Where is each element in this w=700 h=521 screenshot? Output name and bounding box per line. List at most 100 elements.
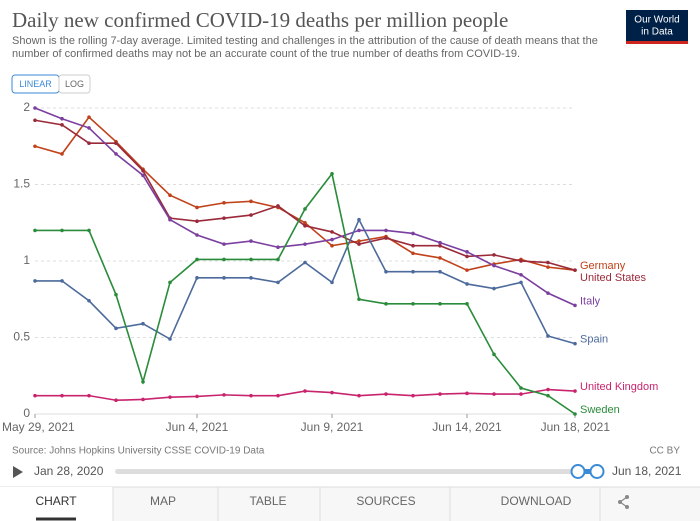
data-point bbox=[465, 282, 469, 286]
data-point bbox=[303, 207, 307, 211]
data-point bbox=[438, 256, 442, 260]
data-point bbox=[384, 302, 388, 306]
data-point bbox=[330, 243, 334, 248]
data-point bbox=[168, 193, 172, 198]
data-point bbox=[276, 393, 280, 398]
timeline-handle[interactable] bbox=[570, 464, 586, 479]
series-label: Spain bbox=[580, 334, 608, 346]
data-point bbox=[465, 302, 469, 306]
data-point bbox=[141, 380, 145, 384]
y-tick-label: 2 bbox=[23, 100, 30, 114]
data-point bbox=[222, 242, 226, 246]
y-tick-label: 0 bbox=[23, 406, 30, 420]
data-point bbox=[438, 240, 442, 245]
tab-table[interactable]: TABLE bbox=[249, 494, 286, 508]
data-point bbox=[384, 236, 388, 240]
y-tick-label: 0.5 bbox=[13, 330, 30, 344]
log-button[interactable] bbox=[58, 74, 91, 94]
data-point bbox=[195, 394, 199, 399]
data-point bbox=[276, 280, 280, 285]
data-point bbox=[87, 298, 91, 303]
tab-map[interactable]: MAP bbox=[150, 494, 176, 508]
data-point bbox=[60, 279, 64, 283]
data-point bbox=[114, 326, 118, 331]
data-point bbox=[411, 243, 415, 248]
data-point bbox=[330, 390, 334, 395]
data-point bbox=[573, 268, 577, 272]
timeline-handle[interactable] bbox=[589, 464, 605, 479]
data-point bbox=[492, 352, 496, 357]
data-point bbox=[303, 389, 307, 393]
data-point bbox=[492, 286, 496, 291]
data-point bbox=[276, 257, 280, 262]
data-point bbox=[492, 392, 496, 396]
series-label: Germany bbox=[580, 260, 626, 272]
data-point bbox=[222, 201, 226, 205]
data-point bbox=[33, 144, 37, 149]
subtitle: number of confirmed deaths may not be an… bbox=[12, 48, 520, 60]
data-point bbox=[546, 387, 550, 392]
data-point bbox=[33, 228, 37, 233]
data-point bbox=[60, 116, 64, 121]
data-point bbox=[222, 257, 226, 262]
data-point bbox=[411, 302, 415, 306]
tab-sources[interactable]: SOURCES bbox=[356, 494, 415, 508]
data-point bbox=[141, 321, 145, 326]
data-point bbox=[492, 253, 496, 257]
data-point bbox=[465, 254, 469, 259]
x-tick-label: Jun 18, 2021 bbox=[541, 420, 611, 434]
data-point bbox=[330, 230, 334, 234]
series-label: Sweden bbox=[580, 404, 620, 416]
data-point bbox=[357, 217, 361, 222]
data-point bbox=[411, 251, 415, 256]
series-line bbox=[34, 107, 576, 307]
data-point bbox=[357, 297, 361, 302]
data-point bbox=[303, 220, 307, 225]
data-point bbox=[303, 260, 307, 265]
subtitle: Shown is the rolling 7-day average. Limi… bbox=[12, 35, 598, 47]
data-point bbox=[357, 239, 361, 243]
data-point bbox=[330, 171, 334, 176]
data-point bbox=[465, 268, 469, 272]
data-point bbox=[33, 118, 37, 123]
timeline-range bbox=[578, 469, 597, 474]
data-point bbox=[87, 126, 91, 130]
log-label: LOG bbox=[65, 79, 84, 89]
data-point bbox=[411, 393, 415, 398]
timeline-start: Jan 28, 2020 bbox=[34, 464, 104, 478]
data-point bbox=[330, 237, 334, 242]
logo-text: in Data bbox=[641, 27, 673, 38]
data-point bbox=[195, 233, 199, 237]
logo-text: Our World bbox=[634, 15, 679, 26]
tab-download[interactable]: DOWNLOAD bbox=[501, 494, 572, 508]
data-point bbox=[519, 259, 523, 263]
data-point bbox=[519, 386, 523, 390]
data-point bbox=[168, 395, 172, 399]
share-icon[interactable] bbox=[618, 495, 629, 509]
data-point bbox=[168, 337, 172, 341]
data-point bbox=[60, 152, 64, 156]
data-point bbox=[195, 205, 199, 210]
logo-bar bbox=[626, 41, 688, 44]
data-point bbox=[114, 152, 118, 156]
data-point bbox=[411, 269, 415, 274]
tab-dividers bbox=[112, 487, 601, 521]
data-point bbox=[60, 393, 64, 398]
data-point bbox=[222, 276, 226, 280]
data-point bbox=[222, 216, 226, 220]
timeline-end: Jun 18, 2021 bbox=[612, 464, 682, 478]
data-point bbox=[573, 389, 577, 393]
play-button[interactable] bbox=[13, 466, 23, 478]
data-point bbox=[438, 302, 442, 306]
tab-chart[interactable]: CHART bbox=[35, 494, 77, 508]
data-point bbox=[168, 280, 172, 285]
logo[interactable] bbox=[626, 10, 688, 44]
data-point bbox=[195, 219, 199, 224]
series-label: United Kingdom bbox=[580, 381, 658, 393]
y-tick-label: 1 bbox=[23, 253, 30, 267]
x-tick-label: Jun 4, 2021 bbox=[166, 420, 229, 434]
data-point bbox=[87, 228, 91, 233]
data-point bbox=[384, 228, 388, 233]
data-point bbox=[357, 228, 361, 233]
